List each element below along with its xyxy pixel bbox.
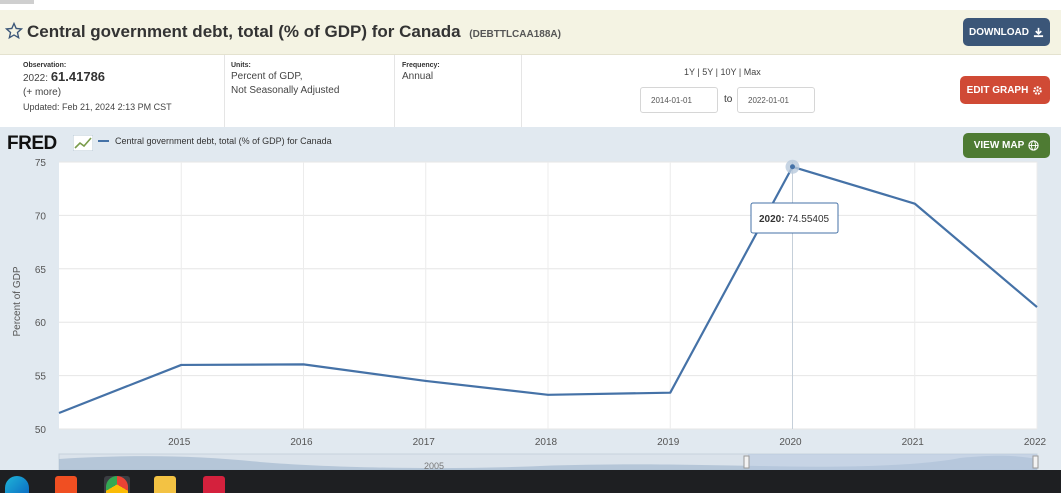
fred-logo: FRED	[7, 133, 57, 154]
range-separator: |	[738, 67, 742, 77]
y-tick-label: 75	[35, 158, 47, 169]
range-max-link[interactable]: Max	[743, 67, 761, 77]
browser-top-edge	[0, 0, 1061, 10]
date-to-label: to	[724, 94, 733, 105]
y-tick-label: 70	[35, 211, 47, 222]
observation-block: Observation: 2022: 61.41786 (+ more) Upd…	[0, 55, 225, 127]
series-title-bar: Central government debt, total (% of GDP…	[0, 10, 1061, 55]
more-observations-link[interactable]: (+ more)	[23, 87, 62, 98]
range-5y-link[interactable]: 5Y	[702, 67, 714, 77]
fred-graph-icon	[73, 135, 93, 151]
data-point[interactable]	[913, 202, 916, 205]
data-point[interactable]	[1036, 306, 1039, 309]
frequency-value: Annual	[402, 71, 434, 82]
series-id: (DEBTTLCAA188A)	[469, 29, 561, 40]
y-axis-label: Percent of GDP	[12, 266, 23, 336]
navigator-selection[interactable]	[748, 454, 1037, 470]
x-tick-label: 2019	[657, 437, 680, 448]
line-chart[interactable]: 50 55 60 65 70 75 2015 2016 2017 2018 2019 2020 2021…	[0, 150, 1061, 470]
tooltip-text: 2020: 74.55405	[759, 214, 830, 225]
units-block: Units: Percent of GDP, Not Seasonally Ad…	[224, 55, 395, 127]
units-line-1: Percent of GDP,	[231, 71, 303, 82]
data-point[interactable]	[302, 363, 305, 366]
globe-icon	[1028, 140, 1039, 151]
tooltip-date: 2020:	[759, 214, 785, 225]
data-point[interactable]	[547, 393, 550, 396]
navigator-label: 2005	[424, 461, 444, 470]
brave-icon[interactable]	[55, 476, 77, 493]
top-edge-nub	[0, 0, 34, 4]
observation-period: 2022:	[23, 73, 49, 84]
range-1y-link[interactable]: 1Y	[684, 67, 695, 77]
y-tick-label: 65	[35, 265, 47, 276]
edit-graph-label: EDIT GRAPH	[966, 84, 1029, 96]
edit-graph-button[interactable]: EDIT GRAPH	[960, 76, 1050, 104]
download-icon	[1033, 27, 1044, 37]
legend-swatch	[98, 140, 109, 142]
observation-label: Observation:	[23, 62, 67, 69]
x-app-icon[interactable]	[203, 476, 225, 493]
range-separator: |	[715, 67, 718, 77]
range-separator: |	[697, 67, 700, 77]
download-button[interactable]: DOWNLOAD	[963, 18, 1050, 46]
navigator-left-handle[interactable]	[743, 455, 750, 469]
data-point[interactable]	[58, 411, 61, 414]
edge-icon[interactable]	[5, 476, 29, 493]
y-tick-label: 50	[35, 425, 47, 436]
x-tick-label: 2020	[779, 437, 802, 448]
x-tick-label: 2016	[290, 437, 313, 448]
data-point[interactable]	[180, 363, 183, 366]
observation-value: 61.41786	[50, 69, 106, 84]
series-line[interactable]	[58, 165, 1038, 415]
series-metadata: Observation: 2022: 61.41786 (+ more) Upd…	[0, 55, 1061, 127]
x-tick-label: 2022	[1024, 437, 1047, 448]
range-10y-link[interactable]: 10Y	[720, 67, 737, 77]
start-date-input[interactable]: 2014-01-01	[640, 87, 718, 113]
download-label: DOWNLOAD	[969, 26, 1029, 38]
frequency-block: Frequency: Annual	[394, 55, 522, 127]
gear-icon	[1033, 85, 1043, 95]
x-tick-label: 2015	[168, 437, 191, 448]
navigator-right-handle[interactable]	[1032, 455, 1039, 469]
folder-icon[interactable]	[154, 476, 176, 493]
chrome-icon[interactable]	[106, 476, 128, 493]
view-map-button[interactable]: VIEW MAP	[963, 133, 1050, 158]
units-line-2: Not Seasonally Adjusted	[231, 85, 340, 96]
y-tick-label: 55	[35, 372, 47, 383]
navigator-series	[59, 455, 1037, 470]
tooltip-value: 74.55405	[785, 214, 830, 225]
legend-label: Central government debt, total (% of GDP…	[115, 136, 332, 146]
view-map-label: VIEW MAP	[973, 140, 1025, 151]
data-point[interactable]	[424, 379, 427, 382]
series-title-text: Central government debt, total (% of GDP…	[27, 22, 461, 41]
x-tick-label: 2017	[413, 437, 436, 448]
end-date-input[interactable]: 2022-01-01	[737, 87, 815, 113]
series-title: Central government debt, total (% of GDP…	[27, 22, 561, 42]
y-tick-label: 60	[35, 318, 47, 329]
star-icon[interactable]	[5, 22, 23, 40]
os-taskbar	[0, 470, 1061, 493]
x-tick-label: 2021	[902, 437, 925, 448]
data-point[interactable]	[669, 391, 672, 394]
units-label: Units:	[231, 62, 251, 69]
chart-legend: Central government debt, total (% of GDP…	[98, 136, 332, 146]
date-range-links: 1Y | 5Y | 10Y | Max	[684, 67, 761, 77]
updated-timestamp: Updated: Feb 21, 2024 2:13 PM CST	[23, 102, 172, 112]
x-tick-label: 2018	[535, 437, 558, 448]
frequency-label: Frequency:	[402, 62, 440, 69]
hover-point[interactable]	[790, 164, 795, 170]
tooltip-box	[750, 202, 839, 234]
